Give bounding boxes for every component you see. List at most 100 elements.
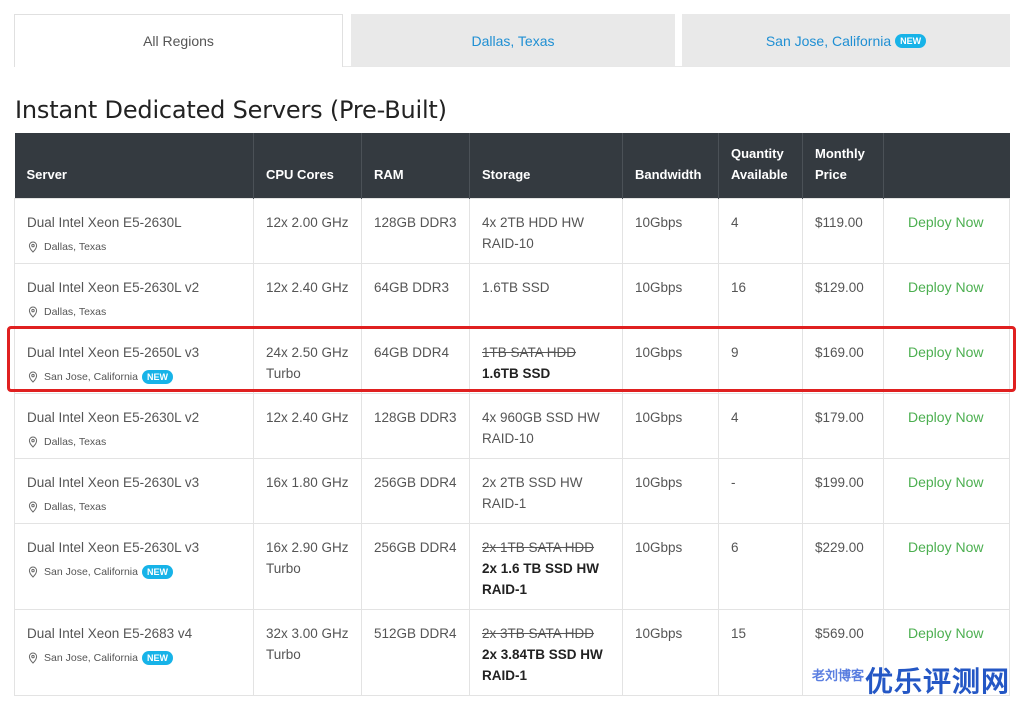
cell-bandwidth: 10Gbps — [622, 392, 719, 459]
server-location: Dallas, Texas — [27, 302, 241, 323]
cell-bandwidth: 10Gbps — [622, 262, 719, 329]
cell-server: Dual Intel Xeon E5-2630L v3 Dallas, Texas — [14, 457, 254, 524]
cell-ram: 64GB DDR4 — [361, 327, 470, 394]
cell-ram: 512GB DDR4 — [361, 608, 470, 696]
cell-quantity: 4 — [718, 197, 803, 264]
deploy-now-link[interactable]: Deploy Now — [883, 608, 1010, 696]
location-pin-icon — [28, 501, 38, 513]
header-storage: Storage — [469, 133, 623, 198]
storage-value: 4x 960GB SSD HW RAID-10 — [482, 409, 600, 446]
server-location: San Jose, California NEW — [27, 367, 241, 388]
cell-cpu: 24x 2.50 GHz Turbo — [253, 327, 362, 394]
storage-new: 1.6TB SSD — [482, 365, 551, 381]
cell-price: $169.00 — [802, 327, 884, 394]
cell-ram: 256GB DDR4 — [361, 457, 470, 524]
table-row: Dual Intel Xeon E5-2630L v2 Dallas, Texas… — [14, 392, 1010, 459]
cell-ram: 128GB DDR3 — [361, 197, 470, 264]
new-badge: NEW — [141, 370, 173, 384]
server-name: Dual Intel Xeon E5-2650L v3 — [27, 344, 200, 360]
cell-server: Dual Intel Xeon E5-2630L v2 Dallas, Texas — [14, 262, 254, 329]
deploy-now-link[interactable]: Deploy Now — [883, 262, 1010, 329]
server-name: Dual Intel Xeon E5-2630L v2 — [27, 409, 200, 425]
table-row: Dual Intel Xeon E5-2630L v2 Dallas, Texas… — [14, 262, 1010, 329]
header-server: Server — [14, 133, 254, 198]
location-pin-icon — [28, 652, 38, 664]
table-row: Dual Intel Xeon E5-2650L v3 San Jose, Cal… — [14, 327, 1010, 394]
cell-server: Dual Intel Xeon E5-2630L Dallas, Texas — [14, 197, 254, 264]
tabs-divider — [343, 66, 1010, 67]
location-pin-icon — [28, 241, 38, 253]
watermark-small: 老刘博客 — [811, 668, 864, 683]
cell-storage: 2x 1TB SATA HDD 2x 1.6 TB SSD HW RAID-1 — [469, 522, 623, 610]
table-row: Dual Intel Xeon E5-2683 v4 San Jose, Cali… — [14, 608, 1010, 696]
cell-cpu: 32x 3.00 GHz Turbo — [253, 608, 362, 696]
server-name: Dual Intel Xeon E5-2630L — [27, 214, 182, 230]
cell-storage: 1.6TB SSD — [469, 262, 623, 329]
header-quantity-available: Quantity Available — [718, 133, 803, 198]
header-action — [883, 133, 1010, 198]
deploy-now-link[interactable]: Deploy Now — [883, 197, 1010, 264]
cell-ram: 128GB DDR3 — [361, 392, 470, 459]
server-location: Dallas, Texas — [27, 432, 241, 453]
location-pin-icon — [28, 306, 38, 318]
deploy-now-link[interactable]: Deploy Now — [883, 392, 1010, 459]
cell-price: $199.00 — [802, 457, 884, 524]
tab-all-regions[interactable]: All Regions — [14, 14, 343, 67]
cell-price: $179.00 — [802, 392, 884, 459]
tab-label: Dallas, Texas — [471, 32, 555, 49]
storage-new: 2x 1.6 TB SSD HW RAID-1 — [482, 560, 600, 597]
cell-cpu: 12x 2.00 GHz — [253, 197, 362, 264]
location-pin-icon — [28, 566, 38, 578]
table-header-row: Server CPU Cores RAM Storage Bandwidth Q… — [14, 133, 1010, 198]
header-bandwidth: Bandwidth — [622, 133, 719, 198]
cell-price: $229.00 — [802, 522, 884, 610]
server-name: Dual Intel Xeon E5-2630L v2 — [27, 279, 200, 295]
cell-server: Dual Intel Xeon E5-2630L v2 Dallas, Texas — [14, 392, 254, 459]
deploy-now-link[interactable]: Deploy Now — [883, 327, 1010, 394]
new-badge: NEW — [895, 33, 927, 48]
deploy-now-link[interactable]: Deploy Now — [883, 522, 1010, 610]
storage-value: 2x 2TB SSD HW RAID-1 — [482, 474, 583, 511]
cell-storage: 4x 2TB HDD HW RAID-10 — [469, 197, 623, 264]
new-badge: NEW — [141, 651, 173, 665]
tab-dallas-texas[interactable]: Dallas, Texas — [351, 14, 675, 67]
cell-quantity: - — [718, 457, 803, 524]
cell-server: Dual Intel Xeon E5-2650L v3 San Jose, Cal… — [14, 327, 254, 394]
cell-bandwidth: 10Gbps — [622, 608, 719, 696]
location-label: Dallas, Texas — [44, 305, 107, 318]
storage-old: 2x 3TB SATA HDD — [482, 625, 595, 641]
cell-cpu: 12x 2.40 GHz — [253, 392, 362, 459]
cell-cpu: 16x 1.80 GHz — [253, 457, 362, 524]
server-name: Dual Intel Xeon E5-2630L v3 — [27, 539, 200, 555]
storage-value: 1.6TB SSD — [482, 279, 550, 295]
page-title: Instant Dedicated Servers (Pre-Built) — [15, 96, 447, 124]
location-label: Dallas, Texas — [44, 500, 107, 513]
server-location: San Jose, California NEW — [27, 562, 241, 583]
cell-quantity: 6 — [718, 522, 803, 610]
header-monthly-price: Monthly Price — [802, 133, 884, 198]
cell-ram: 256GB DDR4 — [361, 522, 470, 610]
header-ram: RAM — [361, 133, 470, 198]
location-label: Dallas, Texas — [44, 240, 107, 253]
cell-quantity: 15 — [718, 608, 803, 696]
location-pin-icon — [28, 436, 38, 448]
cell-cpu: 12x 2.40 GHz — [253, 262, 362, 329]
server-name: Dual Intel Xeon E5-2683 v4 — [27, 625, 193, 641]
deploy-now-link[interactable]: Deploy Now — [883, 457, 1010, 524]
cell-bandwidth: 10Gbps — [622, 327, 719, 394]
cell-bandwidth: 10Gbps — [622, 197, 719, 264]
table-row: Dual Intel Xeon E5-2630L v3 San Jose, Cal… — [14, 522, 1010, 610]
server-location: Dallas, Texas — [27, 497, 241, 518]
new-badge: NEW — [141, 565, 173, 579]
tab-san-jose-california[interactable]: San Jose, California NEW — [682, 14, 1010, 67]
tab-label: All Regions — [143, 33, 214, 49]
cell-bandwidth: 10Gbps — [622, 457, 719, 524]
cell-quantity: 4 — [718, 392, 803, 459]
watermark: 优乐评测网 — [864, 665, 1010, 698]
cell-quantity: 16 — [718, 262, 803, 329]
location-label: San Jose, California — [44, 565, 138, 578]
table-row: Dual Intel Xeon E5-2630L Dallas, Texas 12x… — [14, 197, 1010, 264]
server-location: San Jose, California NEW — [27, 648, 241, 669]
storage-old: 2x 1TB SATA HDD — [482, 539, 595, 555]
cell-storage: 2x 2TB SSD HW RAID-1 — [469, 457, 623, 524]
